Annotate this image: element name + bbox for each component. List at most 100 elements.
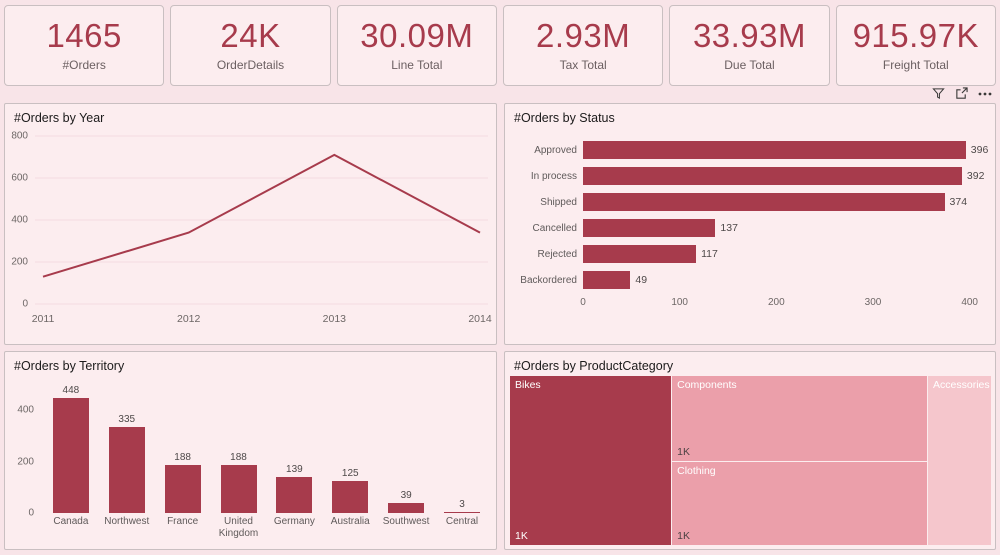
bar-column: 335 Northwest xyxy=(101,380,153,546)
y-tick-label: 400 xyxy=(11,214,28,226)
x-tick-label: 100 xyxy=(671,297,688,308)
filter-icon[interactable] xyxy=(932,87,945,100)
x-tick-label: 300 xyxy=(864,297,882,308)
value-label: 392 xyxy=(966,170,985,182)
bar[interactable] xyxy=(583,245,697,263)
category-label: Cancelled xyxy=(532,222,577,234)
kpi-card[interactable]: 915.97K Freight Total xyxy=(835,5,996,86)
kpi-value: 2.93M xyxy=(536,16,631,54)
kpi-value: 1465 xyxy=(46,16,122,54)
kpi-label: Freight Total xyxy=(882,58,949,73)
x-tick-label: 0 xyxy=(580,297,586,308)
bar-row: In process 392 xyxy=(515,163,993,189)
kpi-card[interactable]: 30.09M Line Total xyxy=(336,5,497,86)
x-tick-label: 2013 xyxy=(322,313,347,325)
bar-column: 139 Germany xyxy=(268,380,320,546)
treemap-box-accessories[interactable]: Accessories xyxy=(928,376,991,545)
bar-row: Cancelled 137 xyxy=(515,215,993,241)
treemap-box-components[interactable]: Components 1K xyxy=(672,376,928,461)
treemap-middle-column: Components 1K Clothing 1K xyxy=(672,376,928,545)
value-label: 374 xyxy=(949,196,968,208)
kpi-label: Tax Total xyxy=(559,58,607,73)
y-tick-label: 600 xyxy=(11,172,28,184)
bar[interactable] xyxy=(164,464,201,513)
treemap-value: 1K xyxy=(677,445,690,458)
treemap-box-bikes[interactable]: Bikes 1K xyxy=(510,376,672,545)
bar[interactable] xyxy=(444,512,480,513)
line-chart xyxy=(35,135,488,305)
treemap-value: 1K xyxy=(515,530,528,542)
category-label: Approved xyxy=(534,144,577,156)
bar-track: 49 xyxy=(583,271,993,289)
bar-row: Backordered 49 xyxy=(515,267,993,293)
kpi-label: OrderDetails xyxy=(216,58,285,73)
category-label: In process xyxy=(530,170,577,182)
line-x-axis: 2011 2012 2013 2014 xyxy=(32,313,492,327)
bar[interactable] xyxy=(332,480,369,513)
value-label: 117 xyxy=(701,248,718,260)
category-label: Central xyxy=(445,516,479,527)
y-tick-label: 0 xyxy=(22,298,28,310)
x-tick-label: 2014 xyxy=(468,313,492,325)
kpi-label: #Orders xyxy=(62,58,106,73)
focus-mode-icon[interactable] xyxy=(955,87,968,100)
y-tick-label: 200 xyxy=(11,256,28,268)
value-label: 39 xyxy=(400,489,412,501)
orders-by-status-panel[interactable]: #Orders by Status Approved 396 In proces… xyxy=(504,103,996,345)
bar[interactable] xyxy=(583,271,631,289)
kpi-row: 1465 #Orders 24K OrderDetails 30.09M Lin… xyxy=(4,5,996,86)
category-label: Backordered xyxy=(520,274,577,286)
value-label: 125 xyxy=(341,467,359,479)
treemap-label: Clothing xyxy=(677,464,716,477)
x-tick-label: 400 xyxy=(961,297,978,308)
category-label: Canada xyxy=(53,516,89,527)
x-tick-label: 2012 xyxy=(176,313,201,325)
kpi-value: 915.97K xyxy=(852,16,980,54)
orders-by-territory-panel[interactable]: #Orders by Territory 0 200 400 448 Canada … xyxy=(4,351,497,550)
category-label: France xyxy=(167,516,199,527)
value-label: 139 xyxy=(286,464,303,476)
bar[interactable] xyxy=(276,477,313,513)
bar[interactable] xyxy=(52,397,89,513)
chart-title: #Orders by Territory xyxy=(14,359,125,373)
chart-title: #Orders by Status xyxy=(514,111,615,125)
kpi-card[interactable]: 1465 #Orders xyxy=(4,5,165,86)
category-label: Rejected xyxy=(537,248,577,260)
value-label: 335 xyxy=(118,413,136,425)
more-options-icon[interactable] xyxy=(978,92,992,96)
bar-track: 117 xyxy=(583,245,993,263)
bar[interactable] xyxy=(583,193,945,211)
bar[interactable] xyxy=(583,219,716,237)
bar[interactable] xyxy=(220,464,257,513)
value-label: 448 xyxy=(62,384,80,396)
bar-row: Approved 396 xyxy=(515,137,993,163)
bar[interactable] xyxy=(583,141,966,159)
kpi-label: Due Total xyxy=(724,58,775,73)
y-tick-label: 400 xyxy=(17,404,34,416)
orders-by-year-panel[interactable]: #Orders by Year 0 200 400 600 800 2011 2012 20… xyxy=(4,103,497,345)
category-label: Southwest xyxy=(382,516,430,527)
kpi-card[interactable]: 2.93M Tax Total xyxy=(502,5,664,86)
kpi-card[interactable]: 24K OrderDetails xyxy=(170,5,331,86)
value-label: 396 xyxy=(970,144,989,156)
kpi-value: 30.09M xyxy=(360,16,474,54)
bar-column: 39 Southwest xyxy=(380,380,432,546)
treemap-box-clothing[interactable]: Clothing 1K xyxy=(672,461,928,545)
kpi-card[interactable]: 33.93M Due Total xyxy=(669,5,830,86)
bar-column: 3 Central xyxy=(436,380,488,546)
bar[interactable] xyxy=(388,502,425,513)
bar-column: 188 France xyxy=(157,380,209,546)
category-label: Shipped xyxy=(540,196,577,208)
bar-column: 448 Canada xyxy=(45,380,97,546)
kpi-value: 33.93M xyxy=(692,16,807,54)
line-y-axis: 0 200 400 600 800 xyxy=(5,130,31,310)
category-label: Northwest xyxy=(104,516,150,527)
bar[interactable] xyxy=(583,167,962,185)
bar[interactable] xyxy=(108,426,145,513)
orders-by-productcategory-panel[interactable]: #Orders by ProductCategory Bikes 1K Comp… xyxy=(504,351,996,550)
territory-y-axis: 0 200 400 xyxy=(9,380,37,546)
bar-row: Shipped 374 xyxy=(515,189,993,215)
y-tick-label: 0 xyxy=(28,507,34,519)
bar-track: 396 xyxy=(583,141,993,159)
